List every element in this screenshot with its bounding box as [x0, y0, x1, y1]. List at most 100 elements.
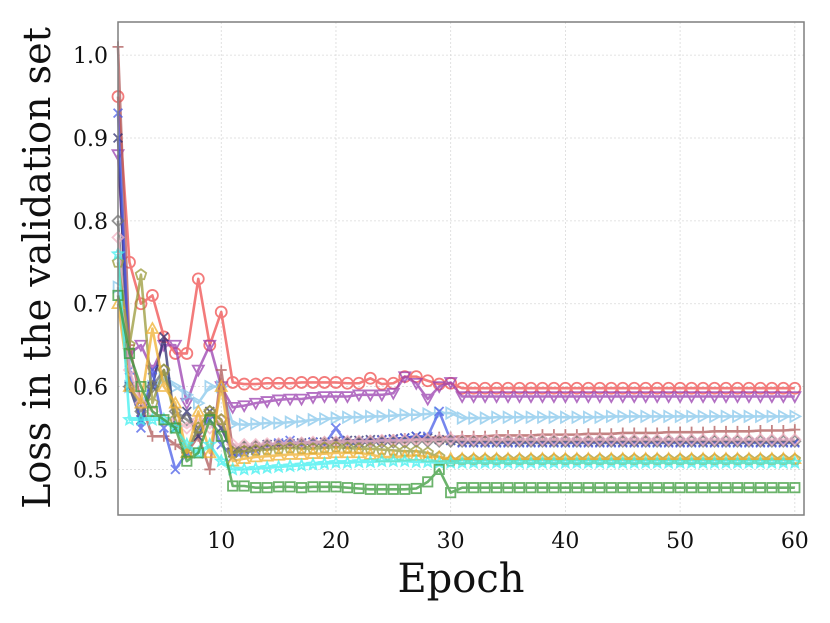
data-point	[294, 457, 310, 472]
data-point	[146, 289, 159, 302]
data-point	[720, 482, 732, 494]
data-point	[523, 391, 539, 404]
data-point	[191, 412, 206, 427]
plot-frame	[117, 21, 805, 516]
data-point	[501, 391, 516, 404]
data-point	[204, 414, 216, 426]
data-point	[651, 409, 665, 424]
series-line	[116, 303, 795, 463]
data-point	[777, 482, 789, 494]
data-point	[284, 415, 298, 430]
data-point	[420, 432, 435, 447]
data-point	[525, 410, 539, 425]
data-point	[387, 483, 399, 495]
data-point	[720, 409, 734, 424]
data-point	[445, 487, 457, 499]
data-point	[156, 379, 171, 392]
data-point	[560, 410, 573, 425]
data-point	[295, 442, 308, 455]
data-point	[364, 483, 376, 495]
data-point	[697, 482, 709, 494]
data-point	[615, 454, 631, 470]
data-point	[134, 404, 148, 419]
series-cyan-star	[110, 246, 803, 476]
data-point	[204, 463, 216, 475]
data-point	[776, 432, 791, 447]
data-point	[604, 391, 619, 404]
data-point	[307, 412, 321, 427]
data-point	[558, 432, 573, 447]
data-point	[388, 408, 401, 423]
data-point	[317, 455, 332, 470]
data-point	[651, 482, 663, 494]
data-point	[158, 331, 169, 342]
data-point	[213, 453, 229, 468]
data-point	[569, 454, 585, 470]
data-point	[443, 454, 459, 470]
data-point	[466, 432, 481, 447]
data-point	[294, 393, 309, 407]
data-point	[512, 432, 527, 447]
data-point	[719, 432, 733, 447]
data-point	[385, 453, 401, 468]
data-point	[250, 416, 264, 431]
data-point	[420, 454, 436, 469]
data-point	[788, 381, 802, 395]
data-point	[468, 411, 481, 426]
data-point	[674, 409, 688, 424]
data-point	[696, 391, 711, 404]
data-point	[617, 482, 629, 494]
data-point	[605, 409, 619, 424]
data-point	[753, 391, 768, 404]
data-point	[455, 432, 469, 447]
data-point	[571, 482, 583, 494]
data-point	[249, 443, 262, 456]
data-point	[627, 391, 642, 404]
data-point	[755, 409, 768, 424]
data-point	[581, 391, 596, 404]
data-point	[146, 430, 158, 442]
data-point	[342, 410, 355, 425]
data-point	[170, 464, 181, 475]
series-green-square	[112, 289, 801, 499]
data-point	[144, 411, 160, 427]
y-axis-title: Loss in the validation set	[15, 27, 59, 509]
data-point	[743, 409, 757, 424]
data-point	[202, 339, 217, 353]
data-point	[408, 454, 424, 469]
data-point	[158, 414, 170, 426]
data-point	[422, 406, 436, 421]
data-point	[432, 449, 447, 463]
data-point	[673, 432, 687, 447]
data-point	[433, 463, 445, 476]
data-point	[456, 411, 470, 426]
data-point	[708, 482, 721, 494]
data-point	[421, 374, 435, 388]
data-point	[443, 377, 458, 390]
data-point	[180, 412, 194, 427]
data-point	[455, 391, 470, 404]
data-point	[524, 432, 538, 447]
data-point	[592, 454, 608, 470]
data-point	[432, 381, 447, 394]
data-point	[479, 411, 493, 426]
data-point	[330, 481, 342, 493]
data-point	[730, 432, 745, 447]
data-point	[339, 454, 355, 470]
data-point	[238, 417, 252, 432]
x-tick-label: 50	[666, 529, 694, 554]
data-point	[237, 400, 252, 413]
data-point	[742, 432, 756, 447]
data-point	[707, 432, 722, 447]
data-point	[146, 405, 158, 418]
data-point	[296, 414, 309, 429]
data-point	[547, 432, 561, 447]
data-point	[523, 454, 539, 470]
data-point	[789, 482, 801, 494]
data-point	[583, 410, 596, 425]
x-tick-label: 60	[781, 529, 809, 554]
data-point	[787, 451, 802, 464]
data-point	[638, 454, 654, 470]
data-point	[284, 481, 296, 493]
data-point	[557, 454, 573, 470]
